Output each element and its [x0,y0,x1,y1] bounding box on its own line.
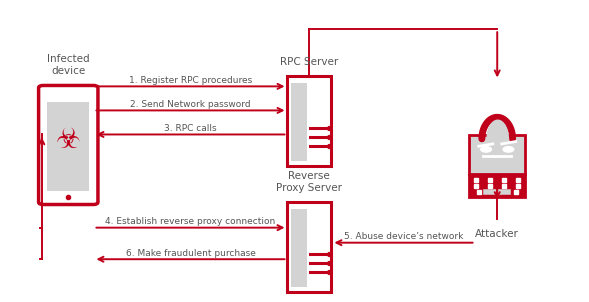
Text: 4. Establish reverse proxy connection: 4. Establish reverse proxy connection [105,217,276,226]
FancyBboxPatch shape [469,135,525,174]
Text: 3. RPC calls: 3. RPC calls [164,124,217,133]
FancyBboxPatch shape [469,175,525,197]
Circle shape [481,147,491,152]
FancyBboxPatch shape [47,101,90,191]
Text: 1. Register RPC procedures: 1. Register RPC procedures [129,76,252,85]
Text: Attacker: Attacker [475,229,519,239]
Circle shape [503,147,514,152]
Text: Reverse
Proxy Server: Reverse Proxy Server [276,172,342,193]
FancyBboxPatch shape [291,209,307,287]
Text: RPC Server: RPC Server [280,57,338,67]
Text: Infected
device: Infected device [47,54,90,76]
FancyBboxPatch shape [291,83,307,161]
Text: 2. Send Network password: 2. Send Network password [130,100,251,109]
Text: 6. Make fraudulent purchase: 6. Make fraudulent purchase [125,249,256,258]
FancyBboxPatch shape [287,202,331,292]
FancyBboxPatch shape [39,85,98,204]
FancyBboxPatch shape [287,76,331,166]
Text: 5. Abuse device’s network: 5. Abuse device’s network [343,232,463,241]
Text: ☣: ☣ [56,127,81,154]
